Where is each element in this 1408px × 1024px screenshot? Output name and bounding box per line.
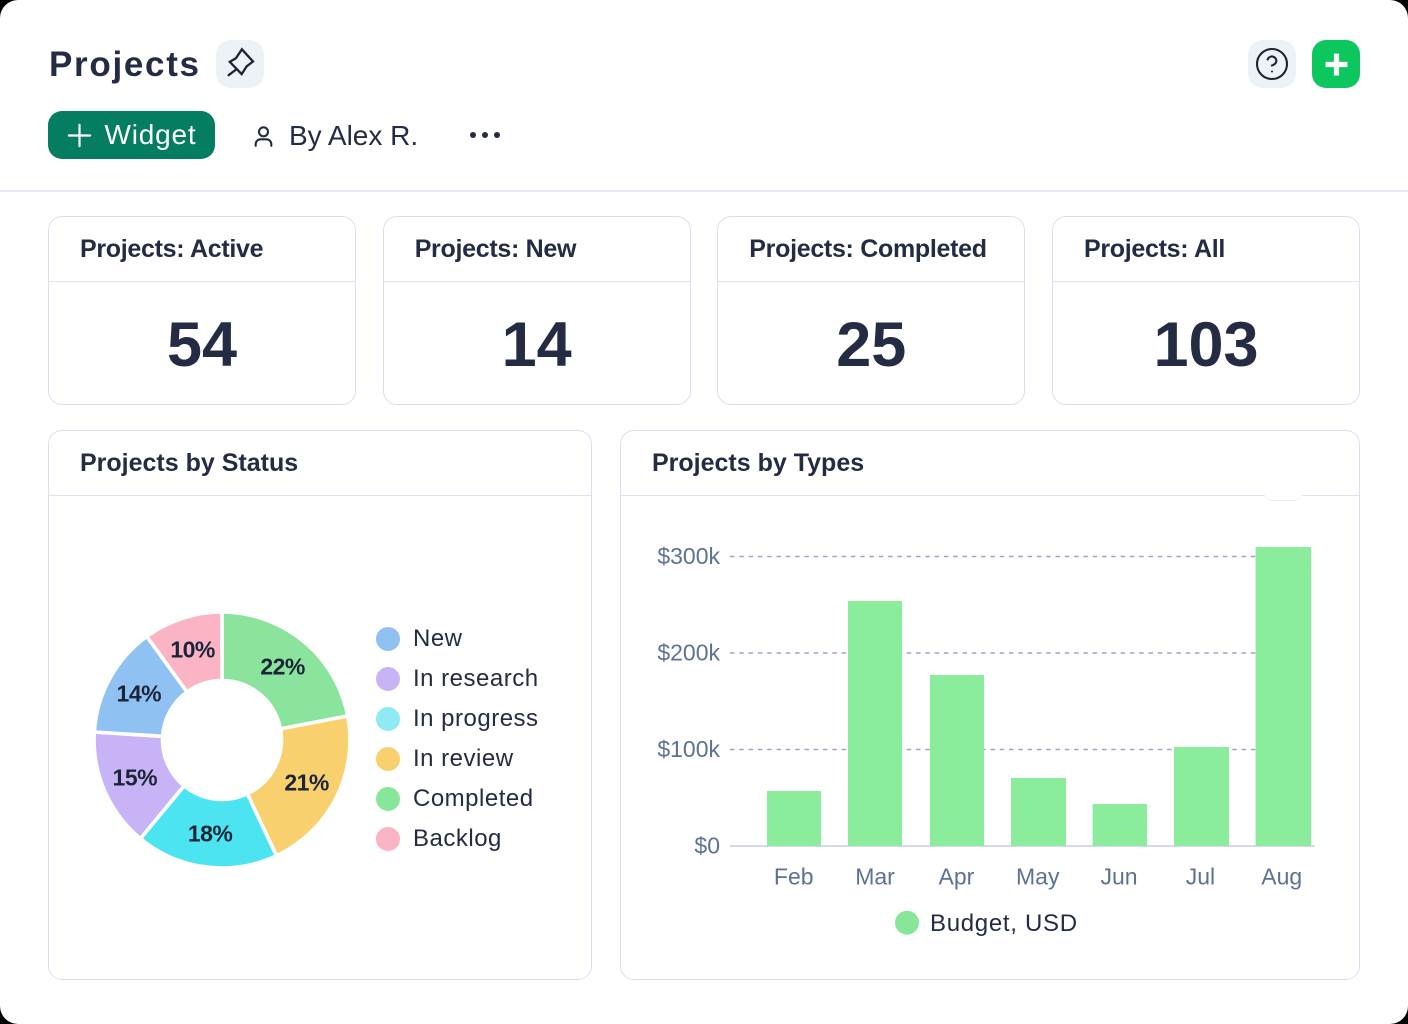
svg-text:Feb: Feb <box>774 864 814 890</box>
svg-text:Budget, USD: Budget, USD <box>930 910 1078 937</box>
svg-text:Aug: Aug <box>1261 864 1302 890</box>
svg-text:Mar: Mar <box>855 864 895 890</box>
svg-text:$200k: $200k <box>657 640 720 666</box>
svg-text:$100k: $100k <box>657 736 720 762</box>
svg-text:$300k: $300k <box>657 543 720 569</box>
svg-text:$0: $0 <box>694 833 720 859</box>
svg-text:May: May <box>1016 864 1060 890</box>
svg-text:Jun: Jun <box>1100 864 1137 890</box>
svg-text:Jul: Jul <box>1186 864 1215 890</box>
svg-text:Apr: Apr <box>939 864 975 890</box>
